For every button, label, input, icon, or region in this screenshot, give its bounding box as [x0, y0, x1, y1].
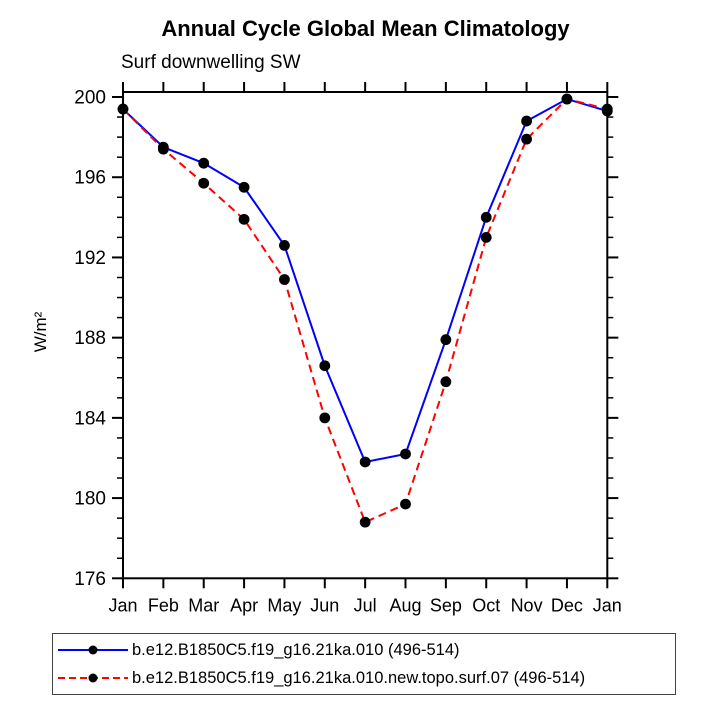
x-tick-label: Oct: [472, 595, 500, 615]
data-point-marker: [480, 211, 492, 223]
data-point-marker: [319, 360, 331, 372]
legend-line-sample: [58, 645, 128, 655]
data-point-marker: [521, 133, 532, 145]
data-point-marker: [157, 143, 169, 155]
data-point-marker: [279, 274, 290, 285]
x-tick-label: Jul: [354, 595, 377, 615]
y-tick-label: 192: [74, 248, 106, 269]
y-tick-label: 200: [74, 88, 106, 109]
series-markers-1: [117, 93, 613, 528]
x-tick-label: Jun: [310, 595, 339, 615]
x-ticks: [122, 82, 609, 589]
data-point-marker: [238, 213, 250, 225]
data-point-marker: [521, 115, 532, 127]
data-point-marker: [440, 334, 452, 346]
legend-item-0: b.e12.B1850C5.f19_g16.21ka.010 (496-514): [57, 636, 675, 664]
y-tick-label: 180: [74, 489, 106, 510]
legend-line-sample: [58, 673, 128, 683]
data-point-marker: [561, 93, 573, 105]
data-point-marker: [601, 103, 613, 115]
legend-marker: [88, 645, 98, 655]
plot-frame: [122, 91, 609, 580]
legend-label: b.e12.B1850C5.f19_g16.21ka.010.new.topo.…: [132, 668, 586, 687]
x-tick-label: Sep: [430, 595, 462, 615]
x-tick-label: Jan: [108, 595, 137, 615]
series-markers-0: [117, 93, 613, 468]
x-tick-label: Feb: [148, 595, 179, 615]
chart-title: Annual Cycle Global Mean Climatology: [161, 16, 570, 41]
data-point-marker: [359, 516, 371, 528]
y-tick-label: 176: [74, 569, 106, 590]
x-tick-labels: Jan Feb Mar Apr May Jun Jul Aug Sep Oct Nov Dec Jan: [108, 595, 621, 615]
data-point-marker: [480, 231, 492, 243]
chart-subtitle: Surf downwelling SW: [121, 52, 301, 73]
x-tick-label: Apr: [230, 595, 258, 615]
series-line-0: [122, 97, 608, 464]
x-tick-label: May: [267, 595, 301, 615]
y-tick-label: 196: [74, 168, 106, 189]
x-tick-label: Mar: [188, 595, 219, 615]
data-point-marker: [198, 157, 210, 169]
data-point-marker: [359, 456, 371, 468]
y-tick-labels: 176 180 184 188 192 196 200: [74, 88, 106, 590]
y-ticks: [112, 96, 619, 580]
data-point-marker: [238, 181, 250, 193]
y-tick-label: 184: [74, 408, 106, 429]
data-point-marker: [400, 448, 411, 460]
legend-marker: [88, 673, 98, 683]
y-tick-label: 188: [74, 328, 106, 349]
data-point-marker: [440, 376, 452, 388]
data-point-marker: [198, 177, 210, 189]
x-tick-label: Dec: [551, 595, 583, 615]
x-tick-label: Jan: [593, 595, 622, 615]
x-tick-label: Nov: [511, 595, 543, 615]
data-point-marker: [400, 498, 411, 510]
data-point-marker: [117, 103, 129, 115]
data-point-marker: [319, 412, 331, 424]
legend: b.e12.B1850C5.f19_g16.21ka.010 (496-514)…: [52, 633, 676, 695]
x-tick-label: Aug: [389, 595, 421, 615]
data-point-marker: [279, 240, 290, 251]
legend-item-1: b.e12.B1850C5.f19_g16.21ka.010.new.topo.…: [57, 664, 675, 692]
legend-label: b.e12.B1850C5.f19_g16.21ka.010 (496-514): [132, 640, 460, 659]
